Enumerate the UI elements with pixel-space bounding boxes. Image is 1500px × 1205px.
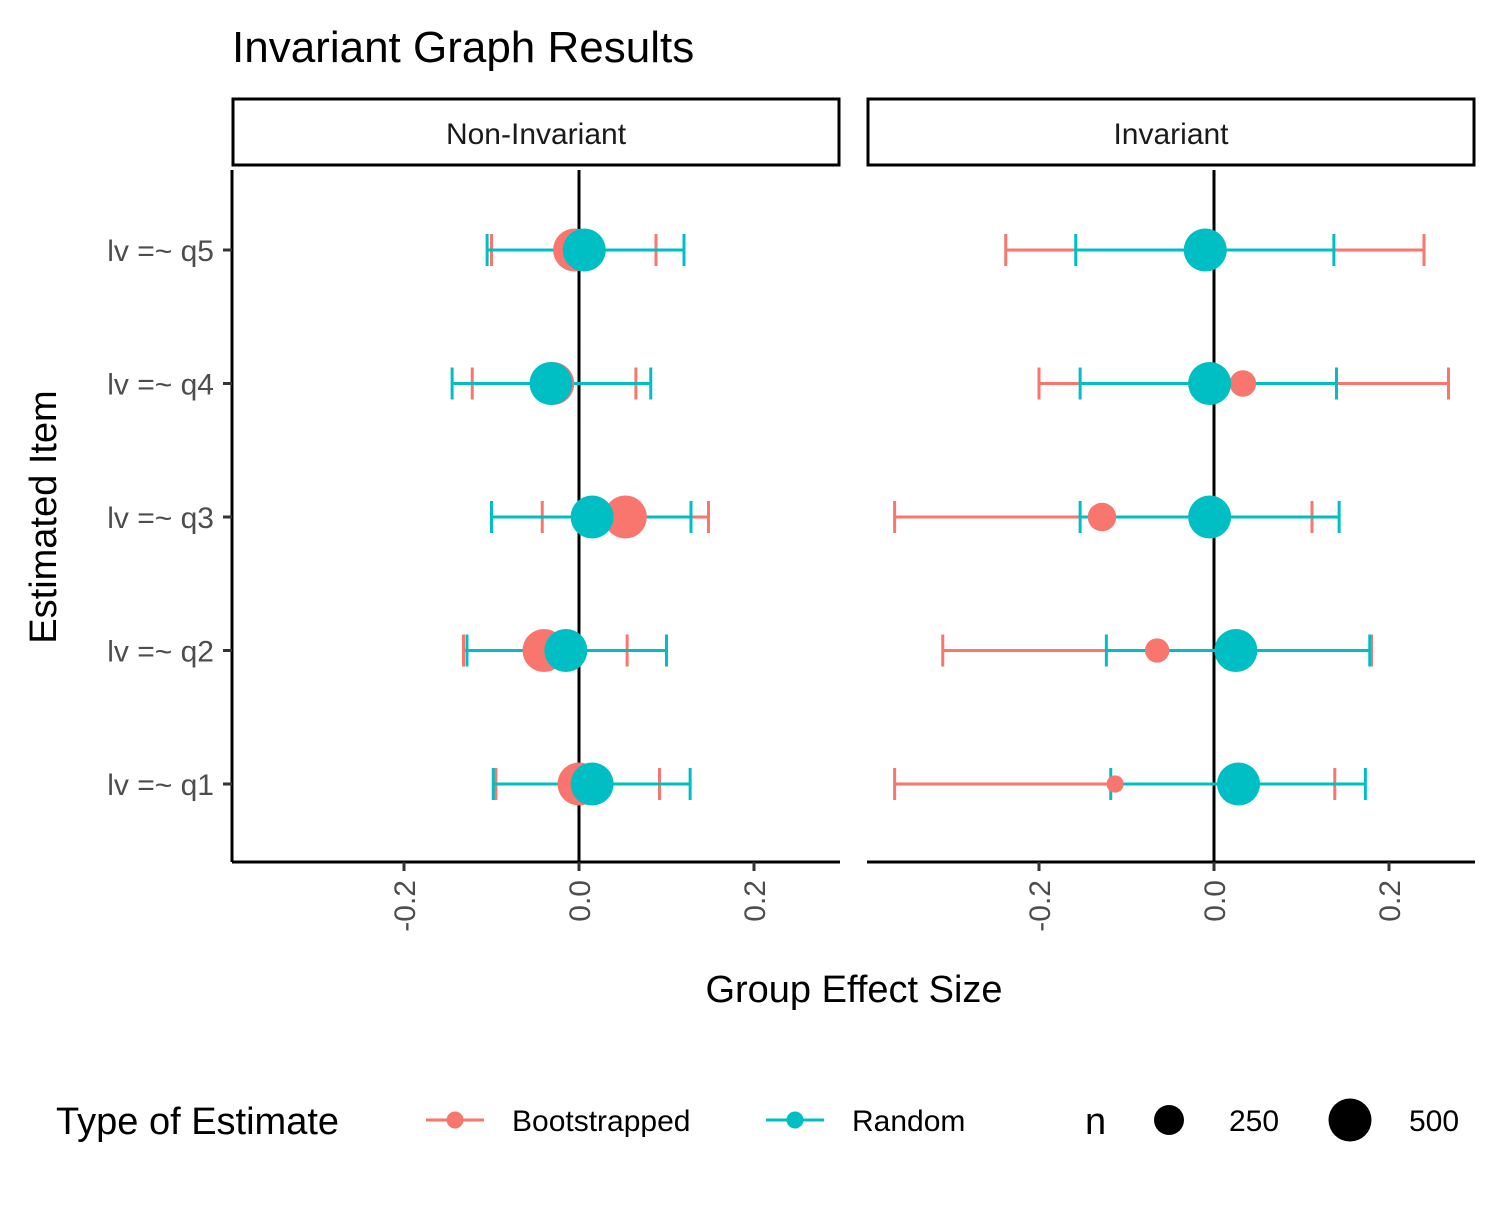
x-tick-label-invariant-0-2: 0.2 — [1374, 880, 1407, 922]
point-invariant-bootstrapped-lv-q2 — [1144, 638, 1170, 663]
legend-size-dot-500 — [1328, 1098, 1372, 1142]
legend: Type of Estimate Bootstrapped Random n 2… — [56, 1098, 1459, 1143]
legend-size-label-250: 250 — [1229, 1105, 1279, 1138]
x-tick-label-non-invariant-0-0: 0.0 — [564, 880, 597, 922]
point-invariant-random-lv-q4 — [1188, 362, 1232, 405]
legend-size-title: n — [1085, 1101, 1106, 1143]
y-tick-label-lv-q5: lv =~ q5 — [107, 235, 214, 268]
legend-color-title: Type of Estimate — [56, 1101, 339, 1143]
point-invariant-random-lv-q1 — [1217, 762, 1260, 806]
facet-label-invariant: Invariant — [1113, 118, 1229, 151]
legend-key-bootstrapped — [426, 1111, 484, 1129]
point-non-invariant-random-lv-q4 — [529, 362, 573, 405]
facet-label-non-invariant: Non-Invariant — [446, 118, 627, 151]
y-tick-label-lv-q2: lv =~ q2 — [107, 636, 214, 669]
point-non-invariant-random-lv-q1 — [570, 762, 614, 806]
x-tick-label-non-invariant-0-2: 0.2 — [739, 880, 772, 922]
point-invariant-bootstrapped-lv-q4 — [1229, 370, 1257, 397]
point-non-invariant-bootstrapped-lv-q3 — [603, 495, 647, 539]
legend-size-label-500: 500 — [1409, 1105, 1459, 1138]
plot-layer: lv =~ q1 lv =~ q2 lv =~ q3 lv =~ q4 lv =~ q5… — [107, 170, 1475, 932]
legend-key-random — [766, 1111, 824, 1129]
legend-size-dot-250 — [1154, 1105, 1184, 1135]
point-invariant-random-lv-q3 — [1188, 495, 1232, 539]
point-invariant-bootstrapped-lv-q1 — [1106, 775, 1124, 793]
facet-strip-right: Invariant — [866, 97, 1476, 167]
point-non-invariant-random-lv-q2 — [544, 629, 588, 672]
x-tick-label-non-invariant-0-2: -0.2 — [389, 880, 422, 932]
point-invariant-random-lv-q2 — [1214, 629, 1258, 672]
chart-title: Invariant Graph Results — [232, 23, 694, 72]
legend-label-bootstrapped: Bootstrapped — [512, 1105, 690, 1138]
legend-label-random: Random — [852, 1105, 965, 1138]
legend-dot-bootstrapped — [446, 1111, 464, 1129]
y-tick-label-lv-q1: lv =~ q1 — [107, 769, 214, 802]
y-tick-label-lv-q3: lv =~ q3 — [107, 502, 214, 535]
point-non-invariant-random-lv-q5 — [562, 228, 606, 272]
point-non-invariant-random-lv-q3 — [570, 495, 614, 539]
legend-dot-random — [786, 1111, 804, 1129]
facet-strip-left: Non-Invariant — [231, 97, 841, 167]
x-tick-label-invariant-0-2: -0.2 — [1024, 880, 1057, 932]
point-invariant-bootstrapped-lv-q3 — [1087, 502, 1117, 532]
point-invariant-random-lv-q5 — [1183, 228, 1227, 272]
x-tick-label-invariant-0-0: 0.0 — [1199, 880, 1232, 922]
y-tick-label-lv-q4: lv =~ q4 — [107, 369, 214, 402]
x-axis-title: Group Effect Size — [705, 969, 1002, 1011]
y-axis-title: Estimated Item — [23, 390, 65, 643]
